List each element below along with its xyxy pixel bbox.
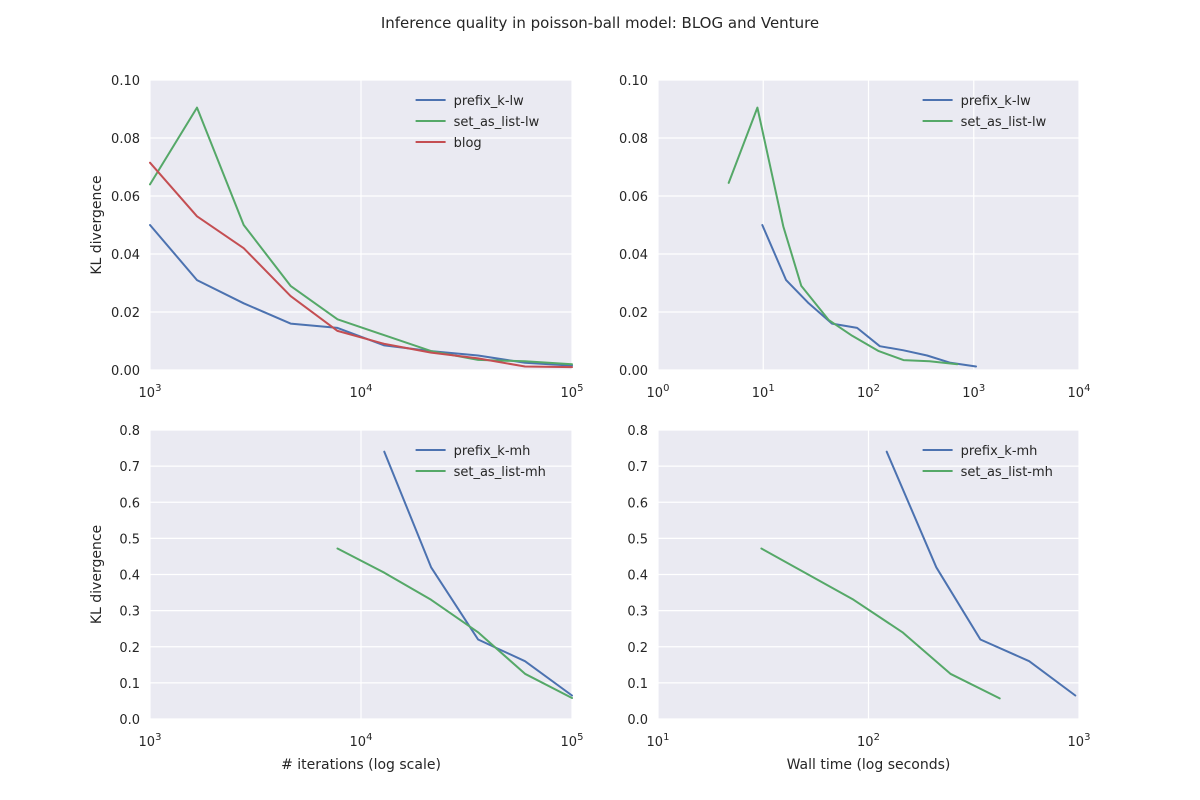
- legend-label-prefix-k-lw: prefix_k-lw: [961, 94, 1032, 109]
- subplot-bottom-right: 0.0 0.1 0.2 0.3 0.4 0.5 0.6 0.7 0.8 101 102 103 Wall…: [627, 424, 1090, 773]
- y-tick-label: 0.4: [627, 569, 648, 584]
- legend-label-set-as-list-mh: set_as_list-mh: [454, 465, 546, 480]
- x-tick-label: 101: [752, 383, 775, 401]
- y-tick-label: 0.10: [619, 74, 648, 89]
- legend-label-prefix-k-mh: prefix_k-mh: [454, 444, 531, 459]
- x-tick-label: 104: [350, 732, 373, 750]
- y-tick-label: 0.2: [119, 641, 140, 656]
- legend-label-blog: blog: [454, 136, 482, 151]
- y-tick-label: 0.8: [627, 424, 648, 439]
- series-line-prefix-k-lw: [761, 224, 977, 368]
- x-axis-label: # iterations (log scale): [281, 757, 441, 773]
- y-tick-label: 0.3: [119, 605, 140, 620]
- y-tick-label: 0.7: [627, 460, 648, 475]
- y-axis-label: KL divergence: [89, 525, 105, 624]
- series-line-blog: [149, 161, 573, 369]
- y-tick-label: 0.00: [111, 364, 140, 379]
- x-tick-label: 102: [857, 732, 880, 750]
- series-line-prefix-k-mh: [383, 450, 573, 697]
- x-tick-label: 102: [857, 383, 880, 401]
- figure-title: Inference quality in poisson-ball model:…: [381, 14, 819, 32]
- legend: prefix_k-lw set_as_list-lw: [922, 94, 1047, 130]
- legend-label-set-as-list-lw: set_as_list-lw: [961, 115, 1047, 130]
- y-tick-label: 0.08: [619, 132, 648, 147]
- subplot-top-left: 0.00 0.02 0.04 0.06 0.08 0.10 103 104 105 KL dive…: [89, 74, 583, 401]
- y-tick-label: 0.00: [619, 364, 648, 379]
- legend: prefix_k-mh set_as_list-mh: [922, 444, 1053, 480]
- x-tick-label: 103: [962, 383, 985, 401]
- y-tick-label: 0.04: [111, 248, 140, 263]
- x-tick-label: 103: [139, 732, 162, 750]
- y-tick-label: 0.0: [627, 713, 648, 728]
- y-tick-label: 0.1: [119, 677, 140, 692]
- legend-label-set-as-list-mh: set_as_list-mh: [961, 465, 1053, 480]
- series-line-set-as-list-mh: [760, 547, 1001, 700]
- y-tick-label: 0.10: [111, 74, 140, 89]
- y-tick-label: 0.4: [119, 569, 140, 584]
- y-tick-label: 0.1: [627, 677, 648, 692]
- y-tick-label: 0.6: [119, 496, 140, 511]
- y-tick-label: 0.06: [619, 190, 648, 205]
- y-tick-label: 0.3: [627, 605, 648, 620]
- x-tick-label: 103: [139, 383, 162, 401]
- x-axis-label: Wall time (log seconds): [787, 757, 951, 773]
- series-line-set-as-list-lw: [149, 106, 573, 366]
- y-axis-label: KL divergence: [89, 175, 105, 274]
- y-tick-label: 0.5: [627, 532, 648, 547]
- y-tick-label: 0.0: [119, 713, 140, 728]
- y-tick-label: 0.06: [111, 190, 140, 205]
- legend-label-prefix-k-lw: prefix_k-lw: [454, 94, 525, 109]
- x-tick-label: 104: [1068, 383, 1091, 401]
- y-tick-label: 0.5: [119, 532, 140, 547]
- x-tick-label: 103: [1068, 732, 1091, 750]
- legend-label-set-as-list-lw: set_as_list-lw: [454, 115, 540, 130]
- y-tick-label: 0.04: [619, 248, 648, 263]
- series-line-set-as-list-mh: [336, 547, 573, 699]
- legend: prefix_k-mh set_as_list-mh: [415, 444, 546, 480]
- subplot-bottom-left: 0.0 0.1 0.2 0.3 0.4 0.5 0.6 0.7 0.8 103 104 105 KL d…: [89, 424, 583, 773]
- subplot-top-right: 0.00 0.02 0.04 0.06 0.08 0.10 100 101 102 103 104 p…: [619, 74, 1090, 401]
- x-tick-label: 100: [647, 383, 670, 401]
- x-tick-label: 105: [561, 383, 584, 401]
- y-tick-label: 0.7: [119, 460, 140, 475]
- y-tick-label: 0.6: [627, 496, 648, 511]
- x-tick-label: 105: [561, 732, 584, 750]
- y-tick-label: 0.02: [619, 306, 648, 321]
- series-line-set-as-list-lw: [727, 106, 959, 366]
- y-tick-label: 0.02: [111, 306, 140, 321]
- x-tick-label: 104: [350, 383, 373, 401]
- series-line-prefix-k-mh: [885, 450, 1077, 697]
- y-tick-label: 0.08: [111, 132, 140, 147]
- x-tick-label: 101: [647, 732, 670, 750]
- y-tick-label: 0.8: [119, 424, 140, 439]
- legend-label-prefix-k-mh: prefix_k-mh: [961, 444, 1038, 459]
- subplot-grid: 0.00 0.02 0.04 0.06 0.08 0.10 103 104 105 KL dive…: [89, 74, 1090, 773]
- y-tick-label: 0.2: [627, 641, 648, 656]
